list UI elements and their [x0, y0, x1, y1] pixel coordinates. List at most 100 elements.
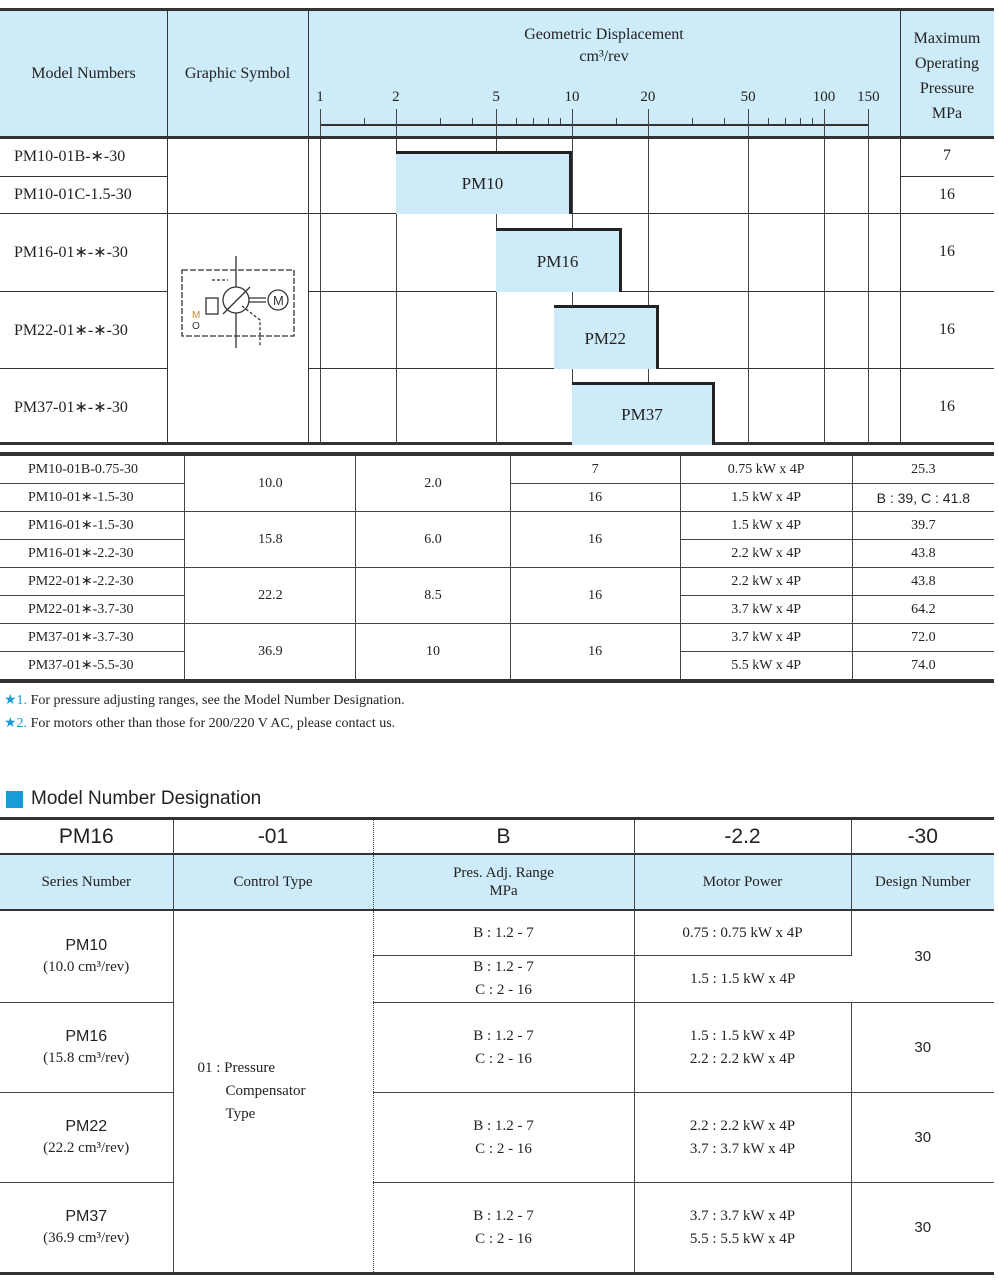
section-title: Model Number Designation	[6, 788, 261, 810]
svg-text:M: M	[192, 310, 200, 321]
series-name: PM22	[65, 1118, 108, 1135]
line-text: 2.2 : 2.2 kW x 4P	[689, 1050, 796, 1067]
design-cell: 30	[851, 909, 994, 1003]
motor-cell: 3.7 kW x 4P	[680, 623, 853, 652]
svg-text:M: M	[273, 293, 284, 308]
section-title-text: Model Number Designation	[31, 788, 262, 809]
motor-cell: 2.2 kW x 4P	[680, 567, 853, 596]
line-text: C : 2 - 16	[475, 1050, 532, 1067]
spec-table: PM10-01B-0.75-30 10.0 2.0 7 0.75 kW x 4P 25.3…	[0, 452, 994, 683]
table-row: PM10-01∗-1.5-30 16 1.5 kW x 4P B : 39, C : …	[0, 483, 994, 512]
header-model-numbers: Model Numbers	[31, 64, 136, 82]
range-bar-pm10: PM10	[395, 151, 572, 214]
header-series: Series Number	[0, 853, 174, 911]
series-displacement: (36.9 cm³/rev)	[43, 1230, 130, 1246]
minor-tick	[547, 118, 549, 124]
header-range-unit: MPa	[489, 883, 518, 899]
minor-tick	[440, 118, 442, 124]
pressure-cell: 7	[510, 453, 681, 484]
min-disp-cell: 6.0	[355, 511, 511, 568]
range-cell: B : 1.2 - 7	[373, 909, 635, 956]
table-row: PM16-01∗-2.2-30 2.2 kW x 4P 43.8	[0, 539, 994, 568]
line-text: 2.2 : 2.2 kW x 4P	[689, 1117, 796, 1134]
minor-tick	[471, 118, 473, 124]
motor-cell: 1.5 kW x 4P	[680, 511, 853, 540]
model-number: PM37-01∗-∗-30	[14, 398, 128, 416]
pressure-cell: 16	[510, 623, 681, 682]
value-cell: 43.8	[852, 539, 994, 568]
motor-cell: 3.7 kW x 4P	[680, 595, 853, 624]
min-disp-cell: 2.0	[355, 453, 511, 512]
table-row: PM22-01∗-2.2-30 22.2 8.5 16 2.2 kW x 4P 43.8	[0, 567, 994, 624]
footnote-2: ★2. For motors other than those for 200/…	[4, 715, 395, 732]
pressure-cell: 16	[510, 511, 681, 568]
header-range-text: Pres. Adj. Range	[453, 865, 554, 881]
gridline	[868, 109, 870, 445]
motor-cell: 0.75 : 0.75 kW x 4P	[634, 909, 852, 956]
motor-cell: 2.2 kW x 4P	[680, 539, 853, 568]
designation-table: PM16 -01 B -2.2 -30 Series Number Contro…	[0, 817, 994, 1275]
motor-cell: 0.75 kW x 4P	[680, 453, 853, 484]
table-row: B : 1.2 - 7 C : 2 - 16 1.5 : 1.5 kW x 4P	[0, 955, 994, 1003]
line-text: B : 1.2 - 7	[473, 924, 534, 941]
line-text: C : 2 - 16	[475, 1140, 532, 1157]
motor-cell: 3.7 : 3.7 kW x 4P 5.5 : 5.5 kW x 4P	[634, 1182, 852, 1274]
series-displacement: (10.0 cm³/rev)	[43, 959, 130, 975]
control-line: 01 : Pressure	[197, 1060, 276, 1076]
range-bar-pm22: PM22	[554, 305, 660, 369]
tick-label: 20	[640, 89, 656, 105]
table-row: PM22-01∗-3.7-30 3.7 kW x 4P 64.2	[0, 595, 994, 624]
model-cell: PM10-01B-0.75-30	[0, 453, 186, 484]
header-displacement-unit: cm³/rev	[579, 48, 629, 65]
gridline	[824, 109, 825, 445]
minor-tick	[560, 118, 562, 124]
series-cell: PM10 (10.0 cm³/rev)	[0, 909, 174, 1003]
series-cell: PM16 (15.8 cm³/rev)	[0, 1002, 174, 1093]
pressure-line: MPa	[931, 105, 963, 122]
model-cell: PM16-01∗-2.2-30	[0, 539, 186, 568]
min-disp-cell: 10	[355, 623, 511, 682]
code-control: -01	[173, 818, 374, 855]
pressure-line: Maximum	[913, 30, 981, 47]
model-number: PM16-01∗-∗-30	[14, 244, 128, 261]
tick-label: 150	[857, 89, 880, 105]
minor-tick	[799, 118, 801, 124]
line-text: B : 1.2 - 7	[473, 1207, 534, 1224]
model-cell: PM22-01∗-2.2-30	[0, 567, 186, 596]
footnote-1: ★1. For pressure adjusting ranges, see t…	[4, 692, 405, 709]
series-displacement: (15.8 cm³/rev)	[43, 1050, 130, 1066]
minor-tick	[364, 118, 366, 124]
range-cell: B : 1.2 - 7 C : 2 - 16	[373, 955, 635, 1003]
value-cell: B : 39, C : 41.8	[852, 483, 994, 512]
tick-label: 100	[812, 89, 836, 105]
series-cell: PM22 (22.2 cm³/rev)	[0, 1092, 174, 1183]
model-cell: PM37-01∗-5.5-30	[0, 651, 186, 682]
range-cell: B : 1.2 - 7 C : 2 - 16	[373, 1002, 635, 1093]
max-pressure: 16	[939, 397, 955, 415]
model-number: PM10-01B-∗-30	[14, 148, 126, 165]
tick-label: 5	[492, 89, 500, 105]
table-row: PM10 (10.0 cm³/rev) 01 : Pressure Compensat…	[0, 909, 994, 1274]
code-series: PM16	[0, 818, 174, 855]
value-cell: 72.0	[852, 623, 994, 652]
minor-tick	[812, 118, 814, 124]
max-pressure: 16	[939, 320, 955, 338]
square-bullet-icon	[6, 790, 23, 808]
series-name: PM16	[65, 1028, 108, 1045]
control-type-cell: 01 : Pressure Compensator Type	[173, 909, 374, 1274]
header-range: Pres. Adj. Range MPa	[373, 853, 635, 911]
pressure-cell: 16	[510, 567, 681, 624]
series-cell: PM37 (36.9 cm³/rev)	[0, 1182, 174, 1274]
tick-label: 50	[740, 89, 756, 105]
code-motor: -2.2	[634, 818, 852, 855]
minor-tick	[532, 118, 534, 124]
value-cell: 43.8	[852, 567, 994, 596]
line-text: B : 1.2 - 7	[473, 959, 534, 975]
value-cell: 39.7	[852, 511, 994, 540]
pump-motor-symbol-icon: M M O	[181, 256, 295, 348]
footnote-text: For pressure adjusting ranges, see the M…	[27, 693, 405, 708]
motor-cell: 2.2 : 2.2 kW x 4P 3.7 : 3.7 kW x 4P	[634, 1092, 852, 1183]
tick-label: 2	[392, 89, 400, 105]
pressure-line: Operating	[915, 55, 979, 72]
minor-tick	[516, 118, 518, 124]
